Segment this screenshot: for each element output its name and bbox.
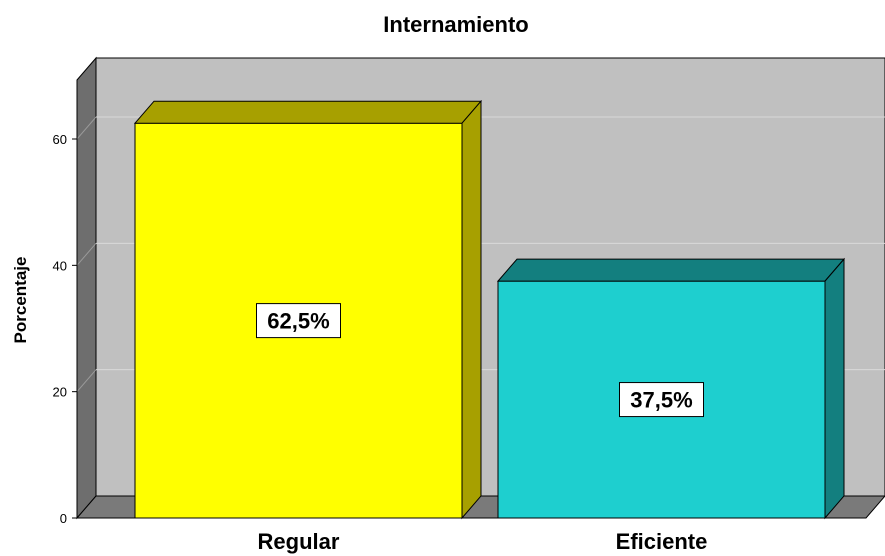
bar-eficiente: 37,5% — [496, 257, 846, 520]
x-tick-label: Regular — [258, 529, 340, 554]
y-tick-label: 20 — [53, 385, 67, 400]
gridline-side — [76, 116, 97, 140]
bar-side — [461, 99, 482, 520]
data-label-box — [619, 382, 704, 418]
y-axis-label: Porcentaje — [11, 257, 30, 344]
bars-group: 62,5% Regular 37,5% Eficiente — [133, 99, 846, 554]
gridline-side — [76, 369, 97, 392]
x-tick-label: Eficiente — [616, 529, 708, 554]
data-label-box — [256, 303, 341, 339]
chart-title: Internamiento — [383, 12, 528, 37]
bar-regular: 62,5% — [133, 99, 483, 520]
left-wall — [76, 56, 97, 520]
y-tick-label: 60 — [53, 132, 67, 147]
gridline-side — [76, 243, 97, 266]
y-tick-label: 0 — [60, 511, 67, 526]
data-label: 37,5% — [630, 388, 692, 413]
y-axis: 0 20 40 60 — [53, 80, 78, 526]
bar-top — [133, 100, 483, 124]
data-label: 62,5% — [267, 309, 329, 334]
bar-side — [824, 257, 845, 520]
bar-top — [496, 258, 846, 282]
y-tick-label: 40 — [53, 258, 67, 273]
